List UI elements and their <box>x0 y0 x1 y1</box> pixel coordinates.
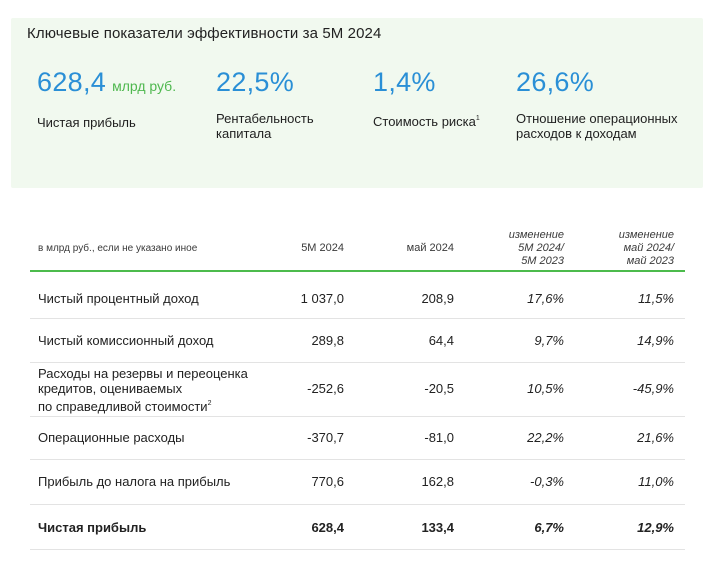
cell-5m2024: 289,8 <box>311 333 344 348</box>
table-row: Прибыль до налога на прибыль 770,6 162,8… <box>30 460 685 505</box>
cell-change-5m: 6,7% <box>534 520 564 535</box>
cell-change-may: -45,9% <box>632 381 674 396</box>
row-label: Чистый процентный доход <box>38 291 199 306</box>
cell-change-may: 11,0% <box>638 474 674 489</box>
cell-change-5m: 17,6% <box>527 291 564 306</box>
kpi-value: 628,4 млрд руб. <box>37 66 176 102</box>
kpi-label-line: Стоимость риска <box>373 114 476 129</box>
cell-may2024: 162,8 <box>421 474 454 489</box>
kpi-cost-of-risk: 1,4% Стоимость риска1 <box>373 66 480 129</box>
cell-change-5m: 9,7% <box>534 333 564 348</box>
cell-change-may: 21,6% <box>637 430 674 445</box>
cell-may2024: 208,9 <box>421 291 454 306</box>
kpi-label: Отношение операционных расходов к доходам <box>516 111 678 141</box>
col-header-line: май 2024/ <box>623 242 674 254</box>
kpi-value-number: 26,6% <box>516 67 595 97</box>
cell-5m2024: -252,6 <box>307 381 344 396</box>
kpi-unit: млрд руб. <box>112 78 177 94</box>
cell-5m2024: 1 037,0 <box>300 291 344 306</box>
kpi-value: 22,5% <box>216 66 314 98</box>
table-row: Чистый комиссионный доход 289,8 64,4 9,7… <box>30 319 685 363</box>
kpi-label-line: Рентабельность <box>216 111 314 126</box>
cell-may2024: 64,4 <box>428 333 454 348</box>
row-label-line: Расходы на резервы и переоценка <box>38 366 248 381</box>
col-header-change-may: изменение май 2024/ май 2023 <box>619 229 674 268</box>
cell-may2024: -20,5 <box>424 381 454 396</box>
cell-change-may: 14,9% <box>637 333 674 348</box>
table-header: в млрд руб., если не указано иное 5М 202… <box>30 218 685 272</box>
kpi-value: 26,6% <box>516 66 678 98</box>
row-label-line: кредитов, оцениваемых <box>38 381 183 396</box>
cell-5m2024: 628,4 <box>311 520 344 535</box>
kpi-value: 1,4% <box>373 66 480 98</box>
col-header-line: май 2023 <box>626 255 674 267</box>
footnote-marker: 1 <box>475 115 480 122</box>
kpi-net-profit: 628,4 млрд руб. Чистая прибыль <box>37 66 176 130</box>
kpi-cost-income: 26,6% Отношение операционных расходов к д… <box>516 66 678 141</box>
cell-change-5m: 22,2% <box>527 430 564 445</box>
col-header-may2024: май 2024 <box>406 242 454 254</box>
row-label: Расходы на резервы и переоценка кредитов… <box>38 366 248 414</box>
col-header-5m2024: 5М 2024 <box>301 242 344 254</box>
cell-5m2024: -370,7 <box>307 430 344 445</box>
col-header-line: 5М 2023 <box>521 255 564 267</box>
kpi-panel <box>11 18 703 188</box>
cell-may2024: -81,0 <box>424 430 454 445</box>
footnote-marker: 2 <box>207 400 212 407</box>
kpi-label-line: Отношение операционных <box>516 111 678 126</box>
table-row: Операционные расходы -370,7 -81,0 22,2% … <box>30 417 685 460</box>
table-row-total: Чистая прибыль 628,4 133,4 6,7% 12,9% <box>30 505 685 550</box>
row-label: Операционные расходы <box>38 430 185 445</box>
row-label: Чистый комиссионный доход <box>38 333 214 348</box>
cell-change-may: 11,5% <box>638 291 674 306</box>
kpi-label: Стоимость риска1 <box>373 111 480 129</box>
cell-change-may: 12,9% <box>637 520 674 535</box>
col-header-change-5m: изменение 5М 2024/ 5М 2023 <box>509 229 564 268</box>
units-note: в млрд руб., если не указано иное <box>38 243 198 254</box>
kpi-label-line: расходов к доходам <box>516 126 637 141</box>
kpi-label-line: капитала <box>216 126 272 141</box>
row-label: Чистая прибыль <box>38 520 147 535</box>
financial-table: в млрд руб., если не указано иное 5М 202… <box>30 218 685 550</box>
kpi-label: Рентабельность капитала <box>216 111 314 141</box>
row-label: Прибыль до налога на прибыль <box>38 474 231 489</box>
cell-change-5m: -0,3% <box>530 474 564 489</box>
table-row: Чистый процентный доход 1 037,0 208,9 17… <box>30 272 685 319</box>
cell-may2024: 133,4 <box>421 520 454 535</box>
kpi-value-number: 628,4 <box>37 67 107 97</box>
col-header-line: 5М 2024/ <box>518 242 564 254</box>
cell-change-5m: 10,5% <box>527 381 564 396</box>
kpi-value-number: 22,5% <box>216 67 295 97</box>
kpi-roe: 22,5% Рентабельность капитала <box>216 66 314 141</box>
table-row: Расходы на резервы и переоценка кредитов… <box>30 363 685 417</box>
col-header-line: изменение <box>508 229 564 241</box>
kpi-label: Чистая прибыль <box>37 115 176 130</box>
kpi-title: Ключевые показатели эффективности за 5М … <box>27 25 382 42</box>
kpi-value-number: 1,4% <box>373 67 436 97</box>
kpi-label-line: Чистая прибыль <box>37 115 136 130</box>
cell-5m2024: 770,6 <box>311 474 344 489</box>
col-header-line: изменение <box>618 229 674 241</box>
row-label-line: по справедливой стоимости <box>38 399 208 414</box>
